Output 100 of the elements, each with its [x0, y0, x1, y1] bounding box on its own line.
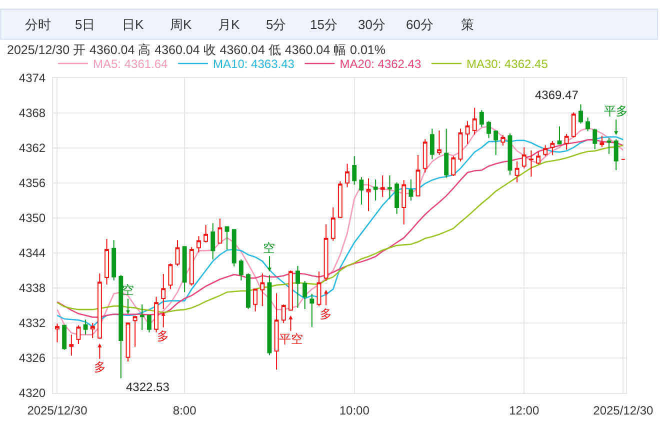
legend-label: MA20: 4362.43 — [340, 57, 422, 72]
y-tick-label: 4338 — [18, 281, 46, 296]
candlestick — [522, 146, 526, 169]
text: 60分 — [406, 17, 434, 32]
candlestick — [90, 322, 95, 339]
candlestick — [402, 180, 406, 225]
text: 30分 — [358, 17, 386, 32]
candlestick — [472, 107, 477, 136]
legend-label: MA5: 4361.64 — [93, 57, 168, 72]
candlestick — [104, 238, 109, 285]
text: 月K — [218, 17, 240, 32]
annotation: 多 — [157, 329, 169, 343]
y-tick-label: 4356 — [18, 176, 46, 190]
candlestick — [338, 180, 342, 218]
candlestick — [465, 120, 470, 144]
y-tick-label: 4332 — [18, 316, 46, 330]
candlestick — [210, 222, 216, 260]
candlestick — [168, 263, 173, 290]
candlestick — [161, 274, 166, 310]
x-tick-label: 2025/12/30 — [27, 403, 88, 418]
candlestick — [578, 104, 583, 124]
candlestick — [451, 156, 456, 176]
candlestick — [422, 138, 428, 173]
annotation: 空 — [263, 241, 275, 255]
candlestick — [543, 144, 548, 157]
candlestick — [586, 117, 590, 132]
candlestick — [118, 274, 124, 379]
legend-label: MA10: 4363.43 — [213, 57, 295, 72]
candlestick — [182, 246, 187, 293]
candlestick — [571, 112, 576, 138]
candlestick — [154, 296, 159, 333]
candlestick — [324, 224, 328, 282]
candlestick — [224, 226, 230, 250]
text: 15分 — [310, 17, 338, 32]
candlestick — [366, 178, 371, 212]
candlestick — [316, 271, 322, 307]
annotation: 多 — [94, 360, 106, 374]
candlestick — [218, 218, 222, 244]
annotation: 4322.53 — [126, 380, 170, 394]
candlestick — [606, 138, 612, 154]
candlestick — [600, 135, 604, 148]
candlestick — [238, 258, 244, 281]
candlestick — [486, 120, 491, 139]
candlestick — [281, 304, 286, 324]
candlestick — [204, 224, 208, 243]
candlestick — [557, 126, 562, 145]
candlestick — [394, 182, 400, 214]
y-tick-label: 4374 — [18, 71, 46, 86]
candlestick — [112, 240, 116, 281]
x-tick-label: 10:00 — [339, 403, 370, 418]
candlestick — [494, 130, 498, 156]
candlestick — [62, 324, 67, 350]
candlestick — [140, 304, 144, 330]
candlestick — [260, 272, 265, 307]
candlestick — [55, 323, 60, 343]
chart-subtitle: 2025/12/30 开 4360.04 高 4360.04 收 4360.04 低 4360.04 幅 0.01% — [7, 42, 386, 57]
x-tick-label: 12:00 — [509, 403, 540, 418]
annotation: 多 — [320, 307, 332, 321]
y-tick-label: 4320 — [18, 386, 46, 400]
candlestick — [564, 134, 569, 150]
candlestick — [97, 272, 102, 340]
candlestick — [274, 292, 279, 370]
candlestick — [345, 163, 350, 188]
candlestick — [387, 174, 392, 200]
candlestick — [310, 293, 314, 328]
candlestick — [430, 128, 434, 160]
text: 5分 — [266, 17, 286, 32]
text: 周K — [170, 17, 192, 32]
y-tick-label: 4362 — [18, 141, 46, 156]
annotation: 平空 — [279, 332, 303, 346]
text: 策 — [461, 17, 474, 32]
candlestick — [232, 228, 236, 267]
candlestick — [246, 272, 250, 310]
candlestick — [550, 140, 555, 156]
candlestick — [528, 150, 534, 178]
text: 日K — [122, 17, 144, 32]
candlestick — [253, 288, 258, 312]
candlestick — [592, 128, 598, 150]
candlestick — [69, 334, 74, 356]
annotation: 4369.47 — [535, 88, 579, 102]
candlestick — [408, 179, 414, 201]
candlestick — [458, 128, 463, 162]
candlestick — [175, 240, 180, 266]
candlestick — [288, 270, 293, 312]
candlestick — [267, 274, 272, 356]
candlestick — [189, 246, 194, 286]
text: 分时 — [25, 17, 51, 32]
legend-label: MA30: 4362.45 — [466, 57, 548, 72]
x-tick-label: 8:00 — [172, 403, 197, 418]
y-tick-label: 4326 — [18, 351, 46, 366]
candlestick — [132, 316, 138, 348]
candlestick — [479, 110, 484, 128]
candlestick — [373, 179, 378, 201]
candlestick — [437, 130, 442, 156]
candlestick — [500, 134, 506, 146]
candlestick — [352, 156, 357, 186]
y-tick-label: 4344 — [18, 246, 46, 260]
y-tick-label: 4350 — [18, 211, 46, 226]
candlestick — [508, 132, 512, 176]
candlestick — [359, 176, 364, 206]
